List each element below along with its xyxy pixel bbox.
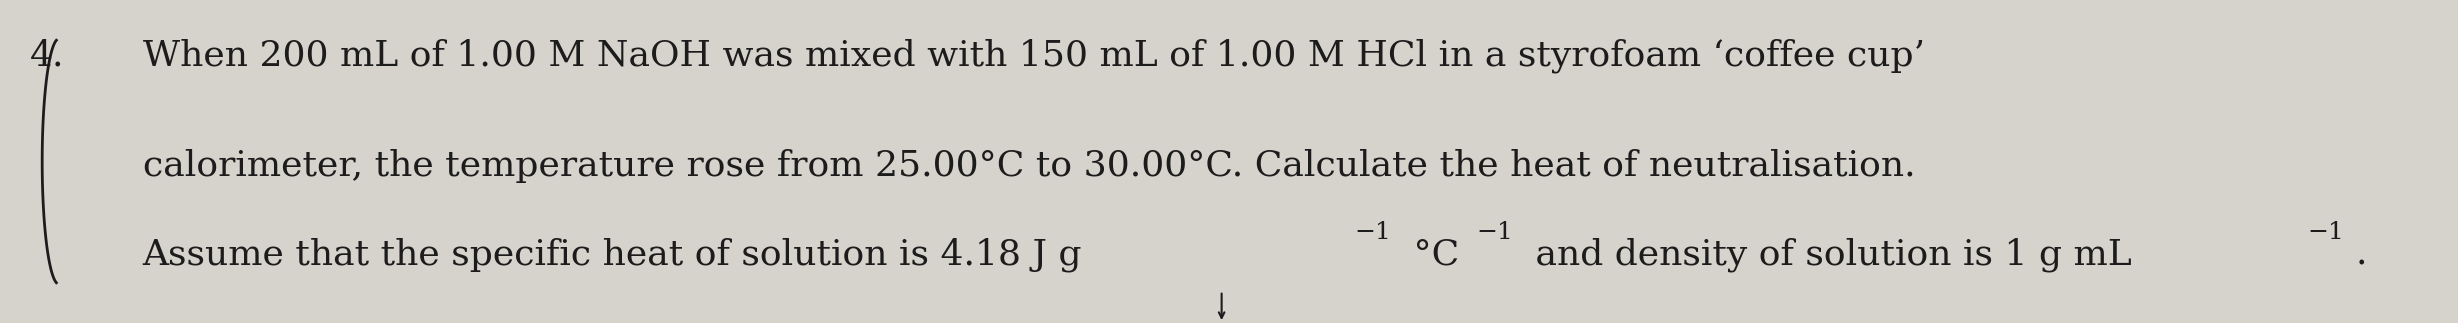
Text: °C: °C	[1401, 238, 1460, 272]
Text: −1: −1	[1477, 221, 1512, 244]
Text: .: .	[2355, 238, 2367, 272]
Text: −1: −1	[2308, 221, 2345, 244]
Text: Assume that the specific heat of solution is 4.18 J g: Assume that the specific heat of solutio…	[143, 238, 1082, 272]
Text: and density of solution is 1 g mL: and density of solution is 1 g mL	[1524, 238, 2131, 272]
Text: −1: −1	[1354, 221, 1391, 244]
Text: 4.: 4.	[29, 39, 64, 73]
Text: calorimeter, the temperature rose from 25.00°C to 30.00°C. Calculate the heat of: calorimeter, the temperature rose from 2…	[143, 149, 1915, 182]
Text: When 200 mL of 1.00 M NaOH was mixed with 150 mL of 1.00 M HCl in a styrofoam ‘c: When 200 mL of 1.00 M NaOH was mixed wit…	[143, 39, 1925, 73]
